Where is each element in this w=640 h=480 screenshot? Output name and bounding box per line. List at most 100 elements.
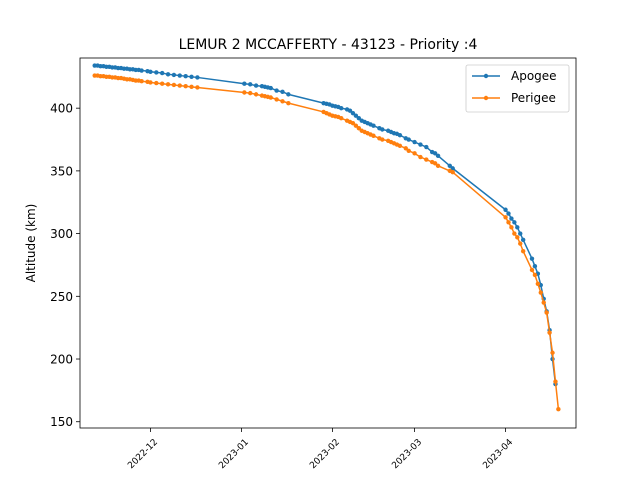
data-point-apogee <box>532 264 538 269</box>
y-tick-label: 200 <box>50 353 73 367</box>
data-point-perigee <box>356 126 362 131</box>
data-point-perigee <box>535 281 541 286</box>
data-point-perigee <box>339 116 344 121</box>
data-point-apogee <box>148 69 153 75</box>
data-point-perigee <box>541 300 546 305</box>
y-axis-label: Altitude (km) <box>24 204 38 283</box>
data-point-perigee <box>512 231 517 236</box>
data-point-apogee <box>195 75 200 80</box>
data-point-perigee <box>435 163 441 169</box>
data-point-apogee <box>253 83 259 88</box>
data-point-perigee <box>520 248 526 254</box>
data-point-perigee <box>380 137 385 142</box>
y-axis: 150 200 250 300 350 400 <box>50 102 80 429</box>
data-point-perigee <box>450 169 455 175</box>
data-point-perigee <box>171 82 177 88</box>
y-tick-label: 150 <box>50 415 73 429</box>
data-point-apogee <box>183 73 188 79</box>
data-point-perigee <box>547 330 552 335</box>
data-point-apogee <box>171 72 177 78</box>
data-point-perigee <box>529 267 535 273</box>
data-point-perigee <box>139 79 144 84</box>
data-point-perigee <box>154 80 159 86</box>
data-point-perigee <box>177 83 182 88</box>
data-point-perigee <box>183 84 188 89</box>
data-point-perigee <box>159 81 165 86</box>
data-point-apogee <box>286 92 291 97</box>
data-point-perigee <box>424 157 429 162</box>
data-point-apogee <box>432 151 438 156</box>
data-point-apogee <box>242 81 247 86</box>
data-point-perigee <box>509 225 514 230</box>
legend-marker-apogee <box>483 73 489 79</box>
data-point-perigee <box>353 123 359 128</box>
data-point-apogee <box>353 113 359 118</box>
data-point-perigee <box>371 133 376 138</box>
data-point-perigee <box>397 143 403 148</box>
data-point-apogee <box>515 225 520 230</box>
data-point-perigee <box>503 215 508 220</box>
data-point-perigee <box>418 154 423 160</box>
plot-frame <box>79 57 577 429</box>
data-point-perigee <box>165 82 171 87</box>
data-point-apogee <box>397 132 403 138</box>
data-point-apogee <box>520 237 526 243</box>
legend-label-apogee: Apogee <box>511 69 557 83</box>
data-point-apogee <box>435 153 441 159</box>
y-tick-label: 250 <box>50 290 73 304</box>
data-point-apogee <box>280 89 285 95</box>
data-point-apogee <box>518 231 523 236</box>
data-point-perigee <box>280 99 285 104</box>
series-layer <box>92 63 561 412</box>
data-point-perigee <box>556 406 561 412</box>
data-point-perigee <box>432 161 438 166</box>
data-point-apogee <box>418 142 423 147</box>
data-point-apogee <box>165 72 171 77</box>
data-point-apogee <box>274 88 279 93</box>
data-point-perigee <box>406 148 411 154</box>
data-point-perigee <box>274 97 279 102</box>
data-point-apogee <box>371 123 376 128</box>
data-point-apogee <box>248 82 253 87</box>
legend: Apogee Perigee <box>465 64 570 113</box>
data-point-perigee <box>189 84 194 90</box>
y-tick-label: 300 <box>50 227 73 241</box>
data-point-apogee <box>268 85 273 91</box>
data-point-apogee <box>503 207 508 212</box>
data-point-apogee <box>350 110 356 116</box>
data-point-perigee <box>248 90 253 96</box>
data-point-perigee <box>195 85 200 90</box>
data-point-perigee <box>553 379 558 384</box>
legend-label-perigee: Perigee <box>511 91 556 105</box>
data-point-perigee <box>253 92 259 97</box>
data-point-apogee <box>356 116 362 121</box>
data-point-apogee <box>406 137 411 142</box>
data-point-perigee <box>532 272 538 278</box>
data-point-perigee <box>242 90 247 95</box>
data-point-perigee <box>286 100 291 106</box>
data-point-perigee <box>350 121 356 126</box>
data-point-perigee <box>550 350 555 355</box>
data-point-apogee <box>347 108 353 113</box>
data-point-perigee <box>412 151 417 156</box>
data-point-apogee <box>139 68 144 73</box>
data-point-perigee <box>518 241 523 246</box>
chart-title: LEMUR 2 MCCAFFERTY - 43123 - Priority :4 <box>179 37 478 53</box>
data-point-perigee <box>544 310 549 315</box>
data-point-apogee <box>189 74 194 80</box>
y-tick-label: 400 <box>50 102 73 116</box>
data-point-perigee <box>403 146 408 151</box>
data-point-apogee <box>512 220 517 225</box>
y-tick-label: 350 <box>50 164 73 178</box>
data-point-apogee <box>450 166 455 171</box>
data-point-perigee <box>515 235 520 240</box>
data-point-apogee <box>447 163 452 169</box>
data-point-perigee <box>538 290 543 295</box>
data-point-apogee <box>380 127 385 132</box>
data-point-apogee <box>159 70 165 76</box>
data-point-apogee <box>154 70 159 75</box>
data-point-apogee <box>424 144 429 150</box>
data-point-perigee <box>268 95 273 100</box>
data-point-apogee <box>506 211 511 216</box>
